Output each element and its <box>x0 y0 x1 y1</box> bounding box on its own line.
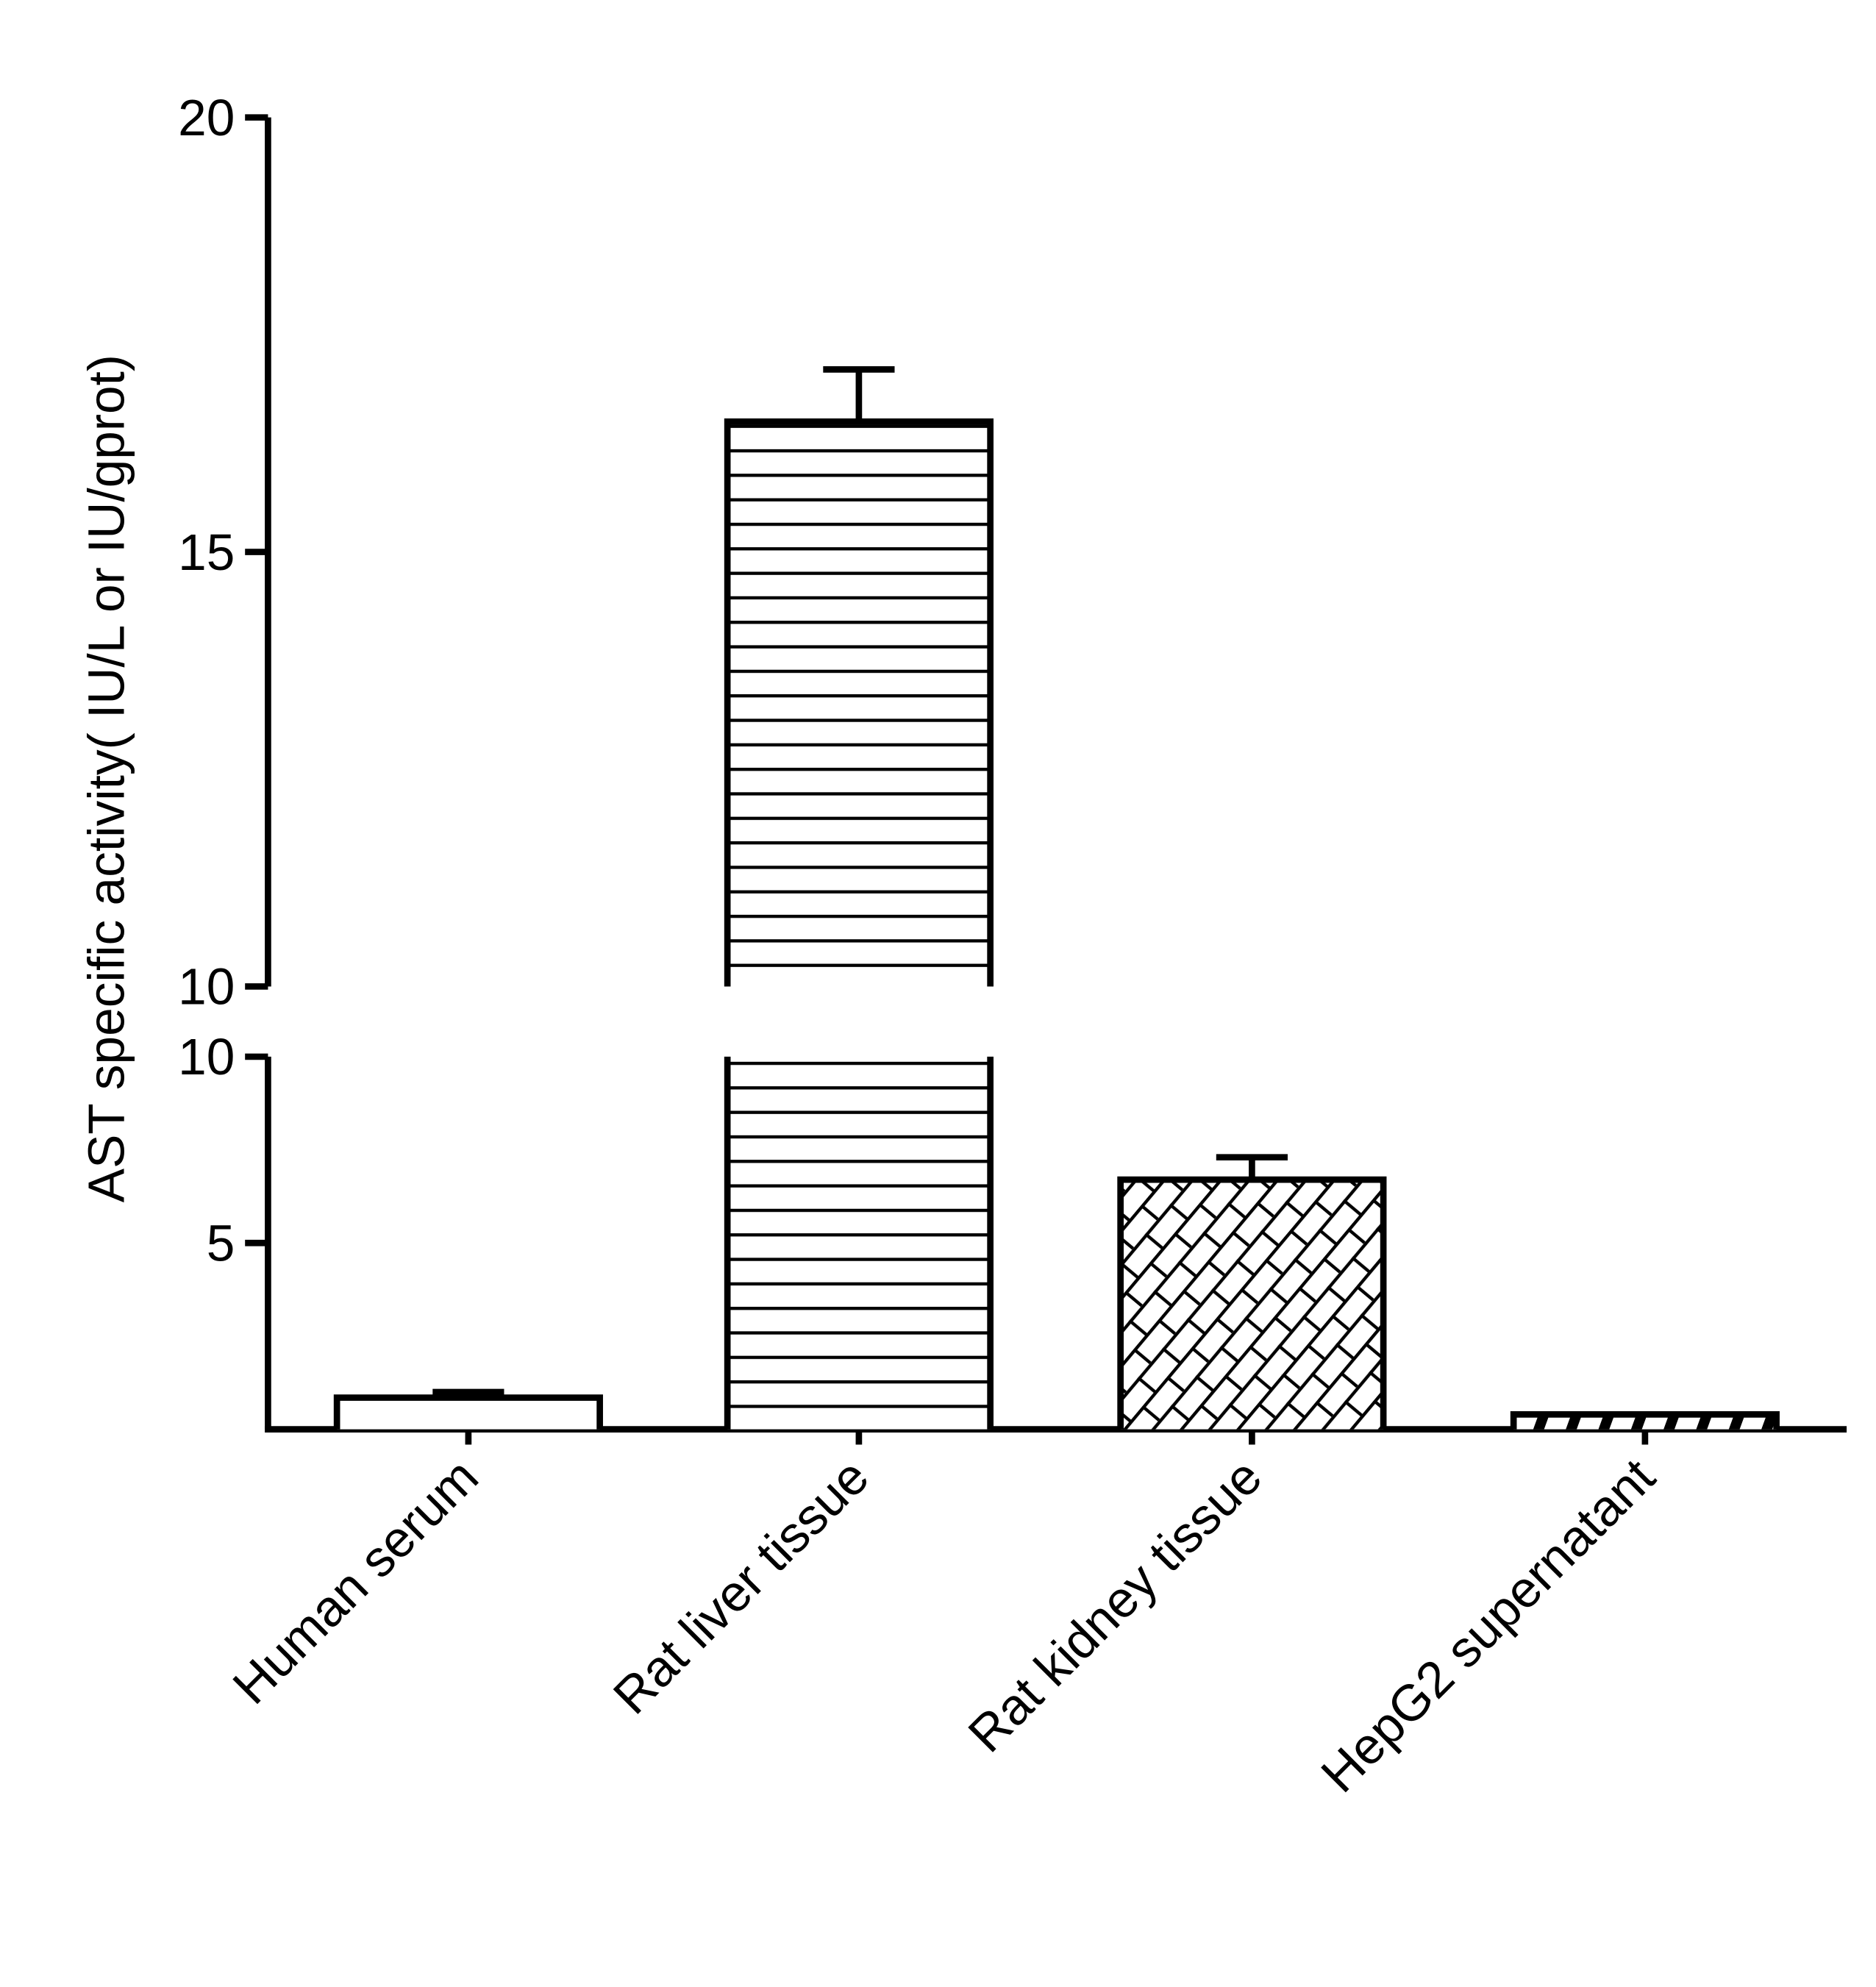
bar-pattern <box>1120 1180 1384 1430</box>
bar-lower <box>724 1056 994 1430</box>
y-tick-label: 15 <box>178 524 235 581</box>
y-tick-label: 20 <box>178 89 235 146</box>
x-tick-label: Human serum <box>221 1447 488 1714</box>
y-tick-label: 10 <box>178 958 235 1016</box>
bar-pattern <box>1513 1414 1777 1430</box>
y-tick-label: 5 <box>207 1215 235 1272</box>
y-tick-label: 10 <box>178 1028 235 1085</box>
bars <box>333 366 1780 1430</box>
bar-pattern <box>337 1397 600 1430</box>
x-tick-label: HepG2 supernatant <box>1310 1447 1666 1803</box>
x-tick-label: Rat kidney tissue <box>957 1447 1272 1763</box>
labels: Human serum Rat liver tissue Rat kidney ti… <box>221 1447 1665 1803</box>
x-tick-label: Rat liver tissue <box>602 1447 880 1724</box>
bar <box>1117 1176 1387 1430</box>
bar <box>1510 1411 1780 1430</box>
y-axis-label: AST specific activity( IU/L or IU/gprot) <box>77 354 135 1202</box>
bar-lower-pattern <box>727 1056 991 1430</box>
bar-upper-pattern <box>727 421 991 987</box>
axes: 10 15 20 5 10 <box>178 89 1847 1445</box>
